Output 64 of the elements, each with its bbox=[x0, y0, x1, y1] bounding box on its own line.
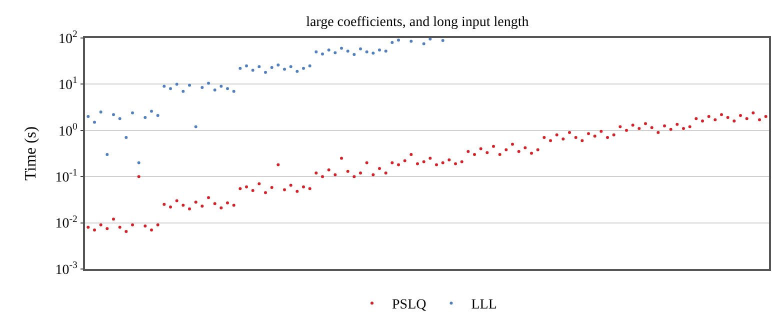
chart-title: large coefficients, and long input length bbox=[306, 14, 529, 30]
point bbox=[397, 38, 400, 42]
point bbox=[334, 51, 337, 54]
y-axis-title: Time (s) bbox=[22, 126, 40, 181]
point bbox=[162, 84, 166, 88]
point bbox=[226, 87, 229, 90]
point bbox=[258, 65, 261, 68]
point bbox=[245, 64, 248, 68]
y-tick-label: 10$^{0}$ bbox=[58, 121, 78, 140]
point bbox=[188, 84, 191, 87]
point bbox=[200, 86, 204, 89]
point bbox=[283, 68, 286, 71]
y-tick-label: 10$^{-3}$ bbox=[55, 260, 78, 278]
point bbox=[428, 38, 432, 41]
point bbox=[213, 88, 216, 92]
y-tick-label: 10$^{-1}$ bbox=[55, 168, 78, 186]
point bbox=[144, 116, 147, 120]
point bbox=[137, 161, 140, 164]
point bbox=[308, 64, 312, 68]
point bbox=[276, 64, 280, 67]
point bbox=[86, 114, 90, 118]
point bbox=[441, 39, 444, 42]
point bbox=[352, 52, 356, 56]
y-tick-label: 10$^{-2}$ bbox=[55, 214, 78, 232]
point bbox=[99, 110, 102, 114]
point bbox=[264, 70, 267, 74]
point bbox=[220, 84, 223, 88]
point bbox=[112, 113, 115, 116]
point bbox=[372, 52, 375, 55]
point bbox=[296, 70, 299, 73]
point bbox=[340, 46, 343, 50]
point bbox=[270, 66, 274, 69]
point bbox=[410, 40, 413, 43]
legend-label: LLL bbox=[471, 298, 497, 313]
point bbox=[314, 50, 318, 54]
point bbox=[175, 82, 178, 86]
point bbox=[390, 40, 394, 44]
point bbox=[169, 87, 172, 90]
point bbox=[359, 47, 362, 50]
point bbox=[321, 52, 324, 56]
legend-label: PSLQ bbox=[392, 298, 426, 313]
point bbox=[384, 50, 388, 53]
point bbox=[194, 125, 198, 128]
point bbox=[302, 66, 305, 70]
point bbox=[93, 120, 96, 124]
point bbox=[131, 111, 134, 114]
point bbox=[422, 42, 426, 46]
point bbox=[327, 48, 330, 52]
point bbox=[106, 153, 109, 156]
point bbox=[124, 136, 128, 140]
point bbox=[346, 50, 350, 53]
point bbox=[251, 68, 254, 72]
y-tick-label: 10$^{2}$ bbox=[58, 29, 78, 47]
y-tick-label: 10$^{1}$ bbox=[58, 75, 78, 94]
point bbox=[289, 65, 292, 68]
point bbox=[150, 110, 153, 113]
point bbox=[232, 90, 236, 93]
point bbox=[365, 50, 368, 54]
point bbox=[238, 66, 242, 70]
point bbox=[182, 90, 185, 93]
point bbox=[156, 114, 160, 118]
point bbox=[207, 82, 210, 85]
point bbox=[118, 117, 122, 120]
point bbox=[378, 48, 381, 52]
